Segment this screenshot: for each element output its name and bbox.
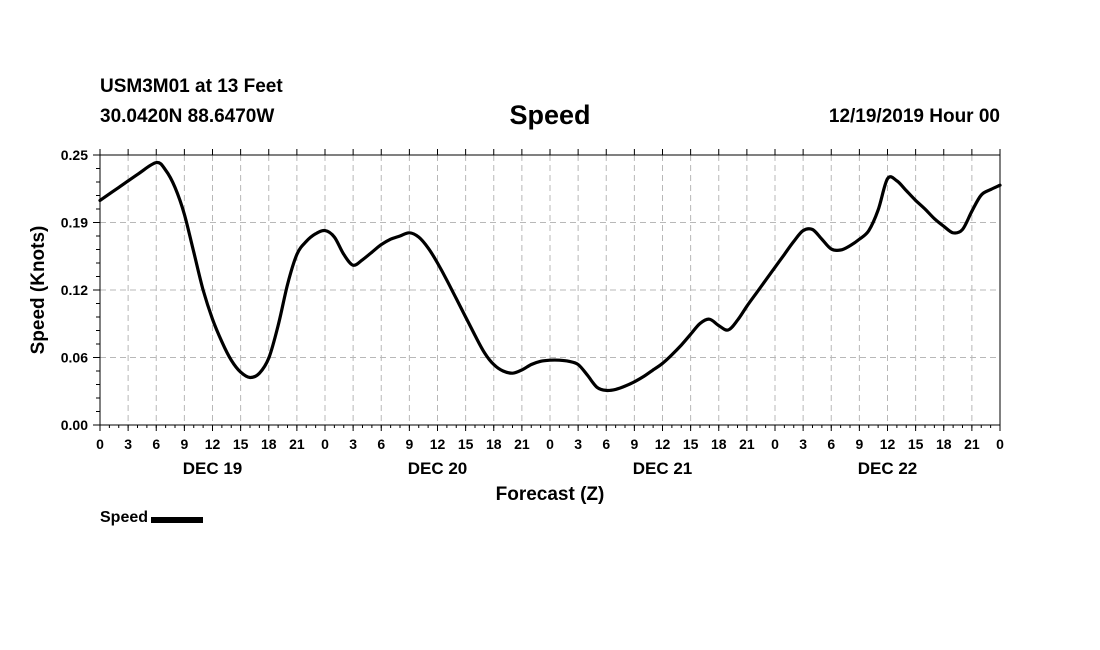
y-axis-label: Speed (Knots)	[28, 226, 49, 355]
series-line-speed	[98, 160, 1002, 393]
x-tick-label: 6	[152, 436, 160, 452]
x-tick-label: 9	[855, 436, 863, 452]
legend-label: Speed	[100, 509, 149, 526]
x-tick-label: 18	[261, 436, 277, 452]
x-tick-label: 15	[908, 436, 924, 452]
x-tick-label: 0	[96, 436, 104, 452]
x-tick-label: 21	[739, 436, 755, 452]
y-tick-label: 0.00	[61, 417, 88, 433]
y-tick-label: 0.19	[61, 215, 88, 231]
plot-frame	[99, 154, 1001, 426]
axes: 0.00 0.06 0.12 0.19 0.25 0 3 6 9 12 15 18 21 0 3 6 9 12 15…	[61, 147, 1004, 478]
x-tick-label: 12	[655, 436, 671, 452]
chart-title: Speed	[509, 100, 591, 130]
x-tick-label: 3	[799, 436, 807, 452]
station-label: USM3M01 at 13 Feet	[100, 76, 283, 97]
x-tick-label: 15	[683, 436, 699, 452]
x-tick-label: 0	[996, 436, 1004, 452]
x-tick-label: 6	[377, 436, 385, 452]
x-tick-label: 12	[880, 436, 896, 452]
y-tick-label: 0.25	[61, 147, 88, 163]
x-tick-label: 21	[964, 436, 980, 452]
x-tick-label: 9	[180, 436, 188, 452]
x-tick-label: 9	[405, 436, 413, 452]
coordinates-label: 30.0420N 88.6470W	[100, 106, 275, 127]
x-tick-label: 0	[321, 436, 329, 452]
x-tick-label: 18	[936, 436, 952, 452]
x-tick-label: 0	[771, 436, 779, 452]
x-tick-label: 12	[430, 436, 446, 452]
x-tick-label: 3	[574, 436, 582, 452]
x-tick-label: 3	[124, 436, 132, 452]
x-axis-label: Forecast (Z)	[496, 484, 605, 505]
x-tick-label: 6	[602, 436, 610, 452]
x-tick-label: 9	[630, 436, 638, 452]
grid-lines	[100, 155, 1000, 425]
x-tick-label: 18	[486, 436, 502, 452]
forecast-datetime: 12/19/2019 Hour 00	[828, 106, 1000, 127]
day-label: DEC 21	[633, 459, 693, 478]
x-tick-label: 12	[205, 436, 221, 452]
y-tick-label: 0.06	[61, 350, 88, 366]
x-tick-label: 15	[458, 436, 474, 452]
x-tick-label: 21	[289, 436, 305, 452]
x-tick-label: 3	[349, 436, 357, 452]
x-tick-label: 15	[233, 436, 249, 452]
y-tick-label: 0.12	[61, 282, 88, 298]
x-tick-label: 18	[711, 436, 727, 452]
day-label: DEC 22	[858, 459, 918, 478]
legend: Speed	[100, 509, 204, 527]
x-tick-label: 0	[546, 436, 554, 452]
series-layer	[98, 160, 1002, 393]
day-label: DEC 20	[408, 459, 468, 478]
day-label: DEC 19	[183, 459, 243, 478]
x-tick-label: 6	[827, 436, 835, 452]
legend-swatch	[151, 517, 204, 523]
x-tick-label: 21	[514, 436, 530, 452]
